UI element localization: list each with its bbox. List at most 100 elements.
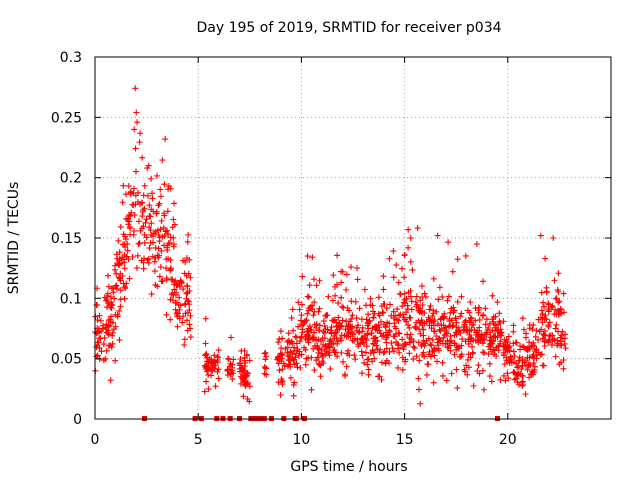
- data-point-1430: [383, 357, 390, 364]
- data-point-1246: [475, 333, 482, 340]
- data-point-153: [466, 309, 473, 316]
- data-point-577: [436, 326, 443, 333]
- data-point-129: [540, 303, 547, 310]
- data-point-378: [317, 373, 324, 380]
- data-point-1386: [538, 351, 545, 358]
- data-point-820: [109, 332, 116, 339]
- data-point-1512: [554, 342, 561, 349]
- data-point-1448: [134, 119, 141, 126]
- data-point-1295: [172, 277, 179, 284]
- data-point-189: [94, 352, 101, 359]
- data-point-305: [560, 365, 567, 372]
- data-point-26: [201, 388, 208, 395]
- data-point-1540: [456, 327, 463, 334]
- data-point-1502: [472, 305, 479, 312]
- data-point-1431: [431, 328, 438, 335]
- data-point-714: [396, 349, 403, 356]
- data-point-467: [390, 248, 397, 255]
- data-point-1404: [548, 304, 555, 311]
- data-point-1209: [526, 374, 533, 381]
- data-point-1023: [108, 299, 115, 306]
- data-point-1131: [435, 342, 442, 349]
- data-point-1237: [485, 324, 492, 331]
- data-point-1369: [530, 369, 537, 376]
- data-points: [92, 85, 569, 407]
- data-point-1445: [208, 359, 215, 366]
- data-point-547: [452, 315, 459, 322]
- y-tick-label: 0.25: [51, 110, 82, 126]
- data-point-1475: [161, 232, 168, 239]
- y-tick-label: 0.3: [60, 50, 82, 66]
- data-point-571: [237, 356, 244, 363]
- data-point-1015: [130, 201, 137, 208]
- data-point-367: [98, 348, 105, 355]
- data-point-1041: [330, 318, 337, 325]
- data-point-1076: [476, 316, 483, 323]
- data-point-1327: [228, 367, 235, 374]
- data-point-1071: [113, 270, 120, 277]
- data-point-1440: [524, 354, 531, 361]
- data-point-130: [172, 306, 179, 313]
- data-point-882: [243, 352, 250, 359]
- data-point-902: [277, 391, 284, 398]
- data-point-315: [146, 245, 153, 252]
- data-point-406: [420, 332, 427, 339]
- data-point-1378: [557, 359, 564, 366]
- data-point-542: [371, 355, 378, 362]
- data-point-860: [181, 341, 188, 348]
- data-point-1486: [393, 330, 400, 337]
- data-point-1505: [367, 350, 374, 357]
- data-point-1316: [328, 340, 335, 347]
- data-point-1311: [153, 172, 160, 179]
- data-point-603: [308, 386, 315, 393]
- data-point-1147: [524, 345, 531, 352]
- data-point-1516: [242, 382, 249, 389]
- data-point-1429: [465, 351, 472, 358]
- data-point-1223: [345, 321, 352, 328]
- data-point-279: [155, 202, 162, 209]
- data-point-1381: [494, 327, 501, 334]
- data-point-1091: [158, 278, 165, 285]
- data-point-150: [133, 264, 140, 271]
- data-point-322: [349, 330, 356, 337]
- data-point-944: [353, 324, 360, 331]
- data-point-525: [230, 356, 237, 363]
- data-point-199: [475, 362, 482, 369]
- data-point-1036: [300, 321, 307, 328]
- data-point-1371: [346, 352, 353, 359]
- data-point-1011: [518, 365, 525, 372]
- data-point-245: [304, 293, 311, 300]
- data-point-1325: [461, 366, 468, 373]
- data-point-1273: [343, 286, 350, 293]
- data-point-801: [94, 317, 101, 324]
- data-point-341: [437, 327, 444, 334]
- data-point-1513: [331, 346, 338, 353]
- data-point-291: [555, 270, 562, 277]
- data-point-1175: [327, 365, 334, 372]
- x-tick-label: 5: [194, 432, 203, 448]
- data-point-1226: [348, 315, 355, 322]
- data-point-1088: [343, 318, 350, 325]
- data-point-1541: [135, 240, 142, 247]
- data-point-1099: [431, 352, 438, 359]
- data-point-1357: [163, 311, 170, 318]
- data-point-1096: [361, 286, 368, 293]
- data-point-1181: [104, 292, 111, 299]
- data-point-207: [435, 296, 442, 303]
- data-point-1118: [444, 340, 451, 347]
- data-point-743: [511, 376, 518, 383]
- data-point-217: [162, 228, 169, 235]
- data-point-1000: [438, 322, 445, 329]
- data-point-16: [488, 378, 495, 385]
- data-point-1267: [408, 298, 415, 305]
- data-point-1148: [214, 368, 221, 375]
- data-point-869: [184, 238, 191, 245]
- data-point-709: [279, 335, 286, 342]
- data-point-752: [430, 379, 437, 386]
- data-point-1321: [121, 259, 128, 266]
- data-point-1069: [310, 276, 317, 283]
- data-point-185: [276, 336, 283, 343]
- data-point-1495: [399, 336, 406, 343]
- data-point-815: [423, 371, 430, 378]
- data-point-972: [351, 335, 358, 342]
